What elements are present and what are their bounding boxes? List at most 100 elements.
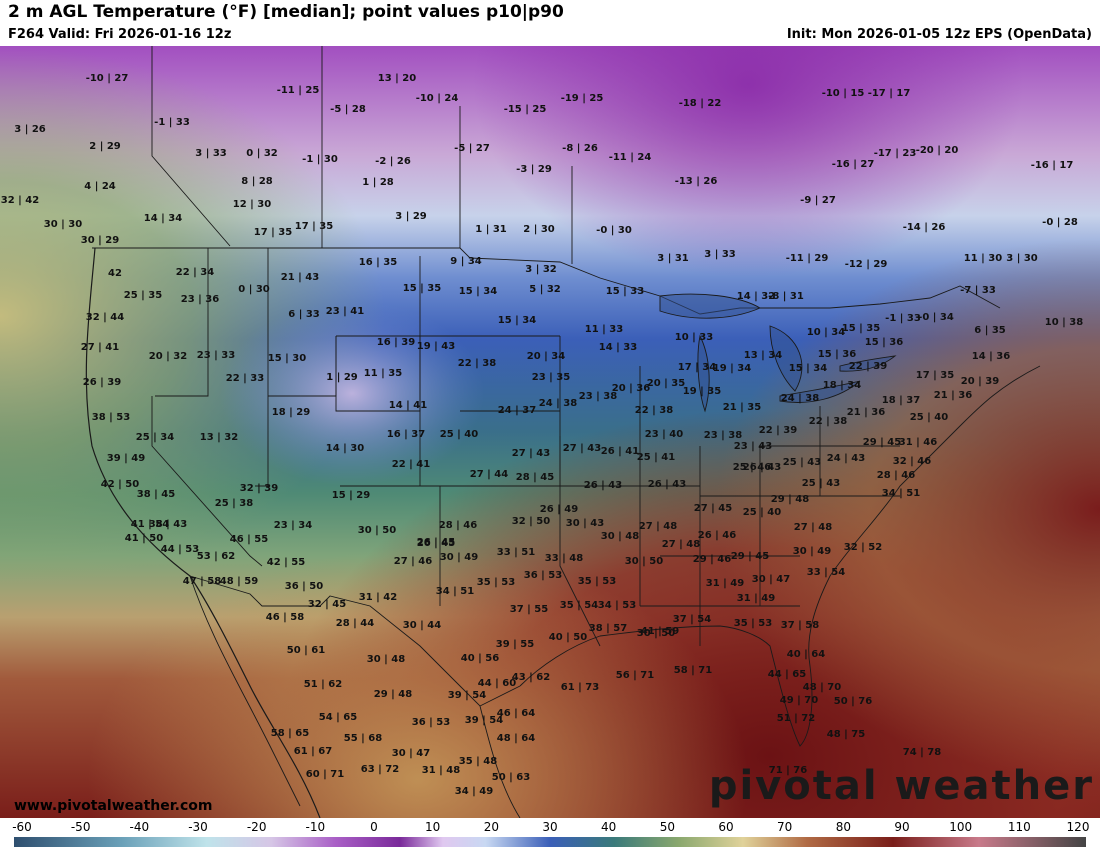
point-value-label: 25 | 46 — [733, 462, 771, 473]
point-value-label: 21 | 36 — [847, 407, 885, 418]
point-value-label: 25 | 40 — [910, 412, 948, 423]
point-value-label: 36 | 53 — [524, 570, 562, 581]
point-value-label: 34 | 51 — [436, 586, 474, 597]
point-value-label: 18 | 34 — [823, 380, 861, 391]
point-value-label: -9 | 27 — [800, 195, 836, 206]
point-value-label: 29 | 45 — [863, 437, 901, 448]
site-url: www.pivotalweather.com — [14, 798, 213, 814]
point-value-label: -1 | 33 — [154, 117, 190, 128]
point-value-label: 63 | 72 — [361, 764, 399, 775]
point-value-label: 34 | 53 — [598, 600, 636, 611]
point-value-label: 26 | 49 — [540, 504, 578, 515]
point-value-label: 25 | 40 — [743, 507, 781, 518]
point-value-label: 17 | 35 — [295, 221, 333, 232]
point-value-label: 23 | 38 — [704, 430, 742, 441]
point-value-label: 27 | 48 — [794, 522, 832, 533]
point-value-label: 27 | 44 — [470, 469, 508, 480]
temperature-map[interactable]: -10 | 27 -11 | 25 13 | 20 -10 | 24 -15 | 25 -… — [0, 46, 1100, 818]
point-value-label: 15 | 34 — [498, 315, 536, 326]
point-value-label: 54 | 65 — [319, 712, 357, 723]
point-value-label: 11 | 35 — [364, 368, 402, 379]
point-value-label: 37 | 55 — [510, 604, 548, 615]
point-value-label: 46 | 58 — [266, 612, 304, 623]
point-value-label: 40 | 56 — [461, 653, 499, 664]
point-value-label: 2 | 29 — [89, 141, 121, 152]
point-value-label: 50 | 63 — [492, 772, 530, 783]
point-value-label: 27 | 46 — [394, 556, 432, 567]
point-value-label: 48 | 64 — [497, 733, 535, 744]
point-value-label: 23 | 41 — [326, 306, 364, 317]
point-value-label: 30 | 50 — [625, 556, 663, 567]
boundary-lines — [85, 46, 1041, 818]
point-value-label: 29 | 48 — [374, 689, 412, 700]
point-value-label: 20 | 34 — [527, 351, 565, 362]
point-value-label: 56 | 71 — [616, 670, 654, 681]
point-value-label: 3 | 26 — [14, 124, 46, 135]
point-value-label: 36 | 50 — [285, 581, 323, 592]
point-value-label: 9 | 34 — [450, 256, 482, 267]
colorbar-tick-label: 10 — [425, 820, 441, 834]
point-value-label: 10 | 33 — [675, 332, 713, 343]
colorbar-tick-label: 80 — [835, 820, 851, 834]
point-value-label: 26 | 43 — [743, 462, 781, 473]
point-value-label: 28 | 46 — [439, 520, 477, 531]
point-value-label: 46 | 64 — [497, 708, 535, 719]
point-value-label: 24 | 38 — [539, 398, 577, 409]
colorbar-tick-label: 0 — [370, 820, 378, 834]
colorbar-tick-label: 110 — [1007, 820, 1031, 834]
point-value-label: 29 | 45 — [731, 551, 769, 562]
point-value-label: 30 | 48 — [367, 654, 405, 665]
point-value-label: 22 | 39 — [849, 361, 887, 372]
point-value-label: 35 | 53 — [477, 577, 515, 588]
point-value-label: 14 | 34 — [144, 213, 182, 224]
point-value-label: 30 | 43 — [566, 518, 604, 529]
point-value-label: 38 | 53 — [92, 412, 130, 423]
point-value-label: 47 | 58 — [183, 576, 221, 587]
point-value-label: 15 | 29 — [332, 490, 370, 501]
point-value-label: 17 | 35 — [916, 370, 954, 381]
point-value-label: 16 | 39 — [377, 337, 415, 348]
point-value-label: 38 | 43 — [149, 519, 187, 530]
point-value-label: 37 | 58 — [781, 620, 819, 631]
point-value-label: 43 | 62 — [512, 672, 550, 683]
point-value-label: 15 | 35 — [842, 323, 880, 334]
point-value-label: 15 | 36 — [818, 349, 856, 360]
point-value-label: 35 | 48 — [459, 756, 497, 767]
point-value-label: -12 | 29 — [845, 259, 888, 270]
point-value-label: 25 | 40 — [440, 429, 478, 440]
point-value-label: 32 | 39 — [240, 483, 278, 494]
point-value-label: 26 | 46 — [698, 530, 736, 541]
point-value-label: 27 | 43 — [512, 448, 550, 459]
point-value-label: 29 | 46 — [693, 554, 731, 565]
point-value-label: 15 | 30 — [268, 353, 306, 364]
point-value-label: -10 | 15 — [822, 88, 865, 99]
point-value-label: 23 | 38 — [579, 391, 617, 402]
point-value-label: 28 | 46 — [877, 470, 915, 481]
point-value-label: 32 | 42 — [1, 195, 39, 206]
point-value-label: 10 | 34 — [807, 327, 845, 338]
point-value-label: -17 | 17 — [868, 88, 911, 99]
point-value-label: 38 | 45 — [137, 489, 175, 500]
point-value-label: 30 | 30 — [44, 219, 82, 230]
point-value-label: -10 | 24 — [416, 93, 459, 104]
point-value-label: 1 | 29 — [326, 372, 358, 383]
point-value-label: 39 | 54 — [448, 690, 486, 701]
brand-logo-text: pivotal weather — [708, 763, 1094, 809]
colorbar-tick-label: -40 — [129, 820, 150, 834]
point-value-label: -1 | 30 — [302, 154, 338, 165]
point-value-label: 22 | 39 — [759, 425, 797, 436]
point-value-label: 40 | 50 — [549, 632, 587, 643]
point-value-label: 3 | 33 — [195, 148, 227, 159]
point-value-label: -5 | 28 — [330, 104, 366, 115]
point-value-label: -13 | 26 — [675, 176, 718, 187]
point-value-label: 27 | 48 — [639, 521, 677, 532]
point-value-label: 30 | 48 — [601, 531, 639, 542]
map-header: 2 m AGL Temperature (°F) [median]; point… — [0, 0, 1100, 46]
point-value-label: 23 | 34 — [274, 520, 312, 531]
colorbar-tick-label: 20 — [483, 820, 499, 834]
point-value-label: 0 | 30 — [238, 284, 270, 295]
point-value-label: 31 | 42 — [359, 592, 397, 603]
point-value-label: 20 | 39 — [961, 376, 999, 387]
point-value-label: -10 | 27 — [86, 73, 129, 84]
colorbar-tick-label: 50 — [659, 820, 675, 834]
